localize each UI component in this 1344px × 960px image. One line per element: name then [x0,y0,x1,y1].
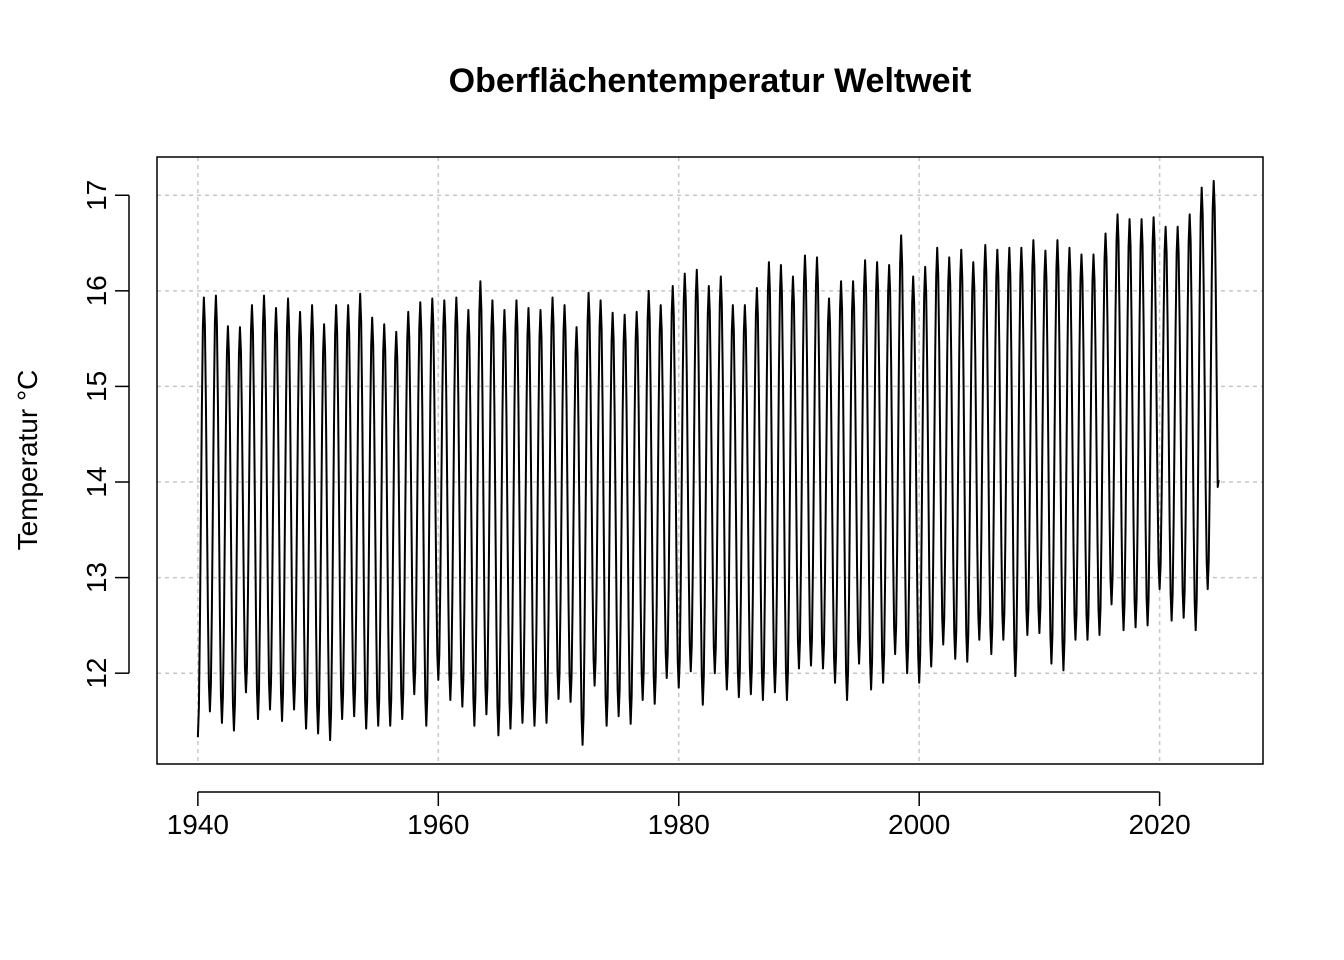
x-tick-label: 2020 [1128,809,1190,840]
y-tick-label: 15 [81,371,112,402]
y-axis-label: Temperatur °C [12,370,43,551]
temperature-series-line [196,179,1220,746]
y-axis: 12 13 14 15 16 17 [81,180,130,689]
x-tick-label: 2000 [888,809,950,840]
x-axis: 1940 1960 1980 2000 2020 [167,791,1191,840]
chart-title: Oberflächentemperatur Weltweit [449,62,972,100]
x-tick-label: 1940 [167,809,229,840]
y-tick-label: 12 [81,658,112,689]
y-tick-label: 17 [81,180,112,211]
x-tick-label: 1960 [407,809,469,840]
y-tick-label: 14 [81,466,112,497]
plot-frame [156,156,1264,765]
x-tick-label: 1980 [648,809,710,840]
y-tick-label: 13 [81,562,112,593]
y-tick-label: 16 [81,275,112,306]
